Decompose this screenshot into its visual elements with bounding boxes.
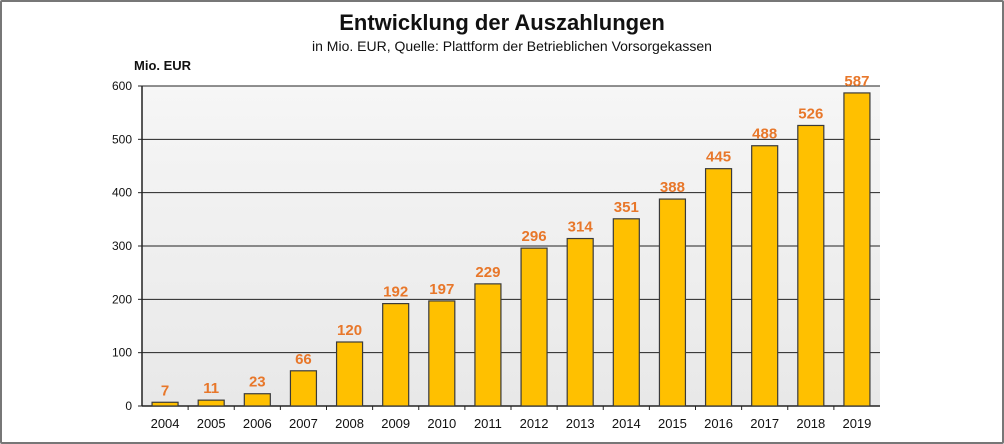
bar-2014 (612, 218, 640, 407)
data-label-2016: 445 (706, 149, 731, 166)
x-tick-label: 2013 (566, 416, 595, 431)
data-label-2004: 7 (161, 382, 169, 399)
data-label-2007: 66 (295, 351, 312, 368)
bar-2019 (843, 92, 871, 407)
data-label-2011: 229 (475, 264, 500, 281)
bar-2004 (151, 401, 179, 407)
x-tick-label: 2007 (289, 416, 318, 431)
data-label-2006: 23 (249, 374, 266, 391)
bar-2016 (704, 168, 733, 407)
bar-2006 (243, 393, 271, 407)
data-label-2014: 351 (614, 199, 639, 216)
chart-subtitle: in Mio. EUR, Quelle: Plattform der Betri… (312, 38, 712, 54)
y-tick-label: 0 (125, 399, 132, 413)
data-label-2015: 388 (660, 179, 685, 196)
x-tick-label: 2017 (750, 416, 779, 431)
x-tick-label: 2010 (427, 416, 456, 431)
data-label-2019: 587 (844, 73, 869, 90)
y-tick-label: 100 (112, 346, 132, 360)
bar-2005 (197, 399, 225, 407)
bar-2009 (382, 303, 410, 407)
bar-2018 (797, 124, 825, 407)
bar-2008 (335, 341, 364, 407)
x-tick-label: 2005 (197, 416, 226, 431)
y-tick-label: 300 (112, 239, 132, 253)
x-tick-label: 2011 (474, 416, 502, 431)
data-label-2017: 488 (752, 126, 777, 143)
data-label-2010: 197 (429, 281, 454, 298)
x-tick-label: 2012 (520, 416, 549, 431)
x-tick-label: 2008 (335, 416, 364, 431)
x-tick-label: 2015 (658, 416, 687, 431)
chart-title: Entwicklung der Auszahlungen (339, 10, 665, 35)
data-label-2008: 120 (337, 322, 362, 339)
bar-2015 (658, 198, 687, 407)
x-tick-label: 2004 (151, 416, 180, 431)
x-tick-label: 2019 (842, 416, 871, 431)
bar-2011 (474, 283, 502, 407)
y-axis-label: Mio. EUR (134, 58, 192, 73)
x-tick-label: 2009 (381, 416, 410, 431)
y-tick-label: 200 (112, 292, 132, 306)
y-tick-label: 400 (112, 186, 132, 200)
data-label-2013: 314 (568, 219, 594, 236)
x-tick-label: 2014 (612, 416, 641, 431)
data-label-2012: 296 (522, 228, 547, 245)
bar-2017 (751, 145, 779, 407)
y-tick-label: 500 (112, 132, 132, 146)
data-label-2018: 526 (798, 105, 823, 122)
bar-2010 (428, 300, 456, 407)
x-tick-label: 2018 (796, 416, 825, 431)
data-label-2005: 11 (203, 380, 219, 397)
x-tick-label: 2016 (704, 416, 733, 431)
data-label-2009: 192 (383, 284, 408, 301)
bar-2013 (566, 237, 594, 407)
x-tick-label: 2006 (243, 416, 272, 431)
bar-2012 (520, 247, 548, 407)
y-tick-label: 600 (112, 79, 132, 93)
bar-2007 (289, 370, 318, 407)
